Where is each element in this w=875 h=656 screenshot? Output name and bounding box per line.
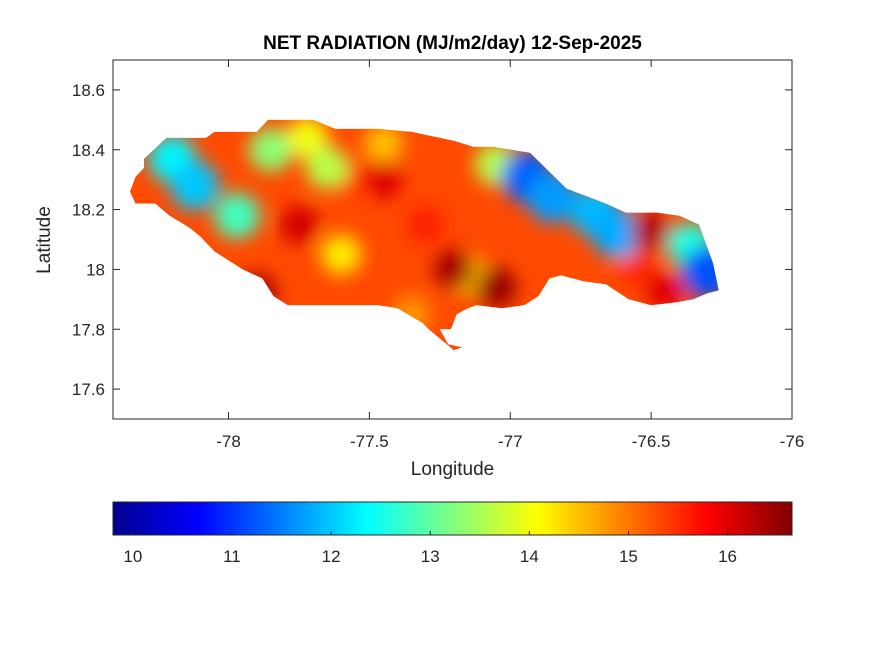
colorbar-tick: 10	[123, 531, 142, 566]
x-axis-label: Longitude	[410, 459, 495, 480]
x-tick: -78	[216, 60, 241, 451]
x-tick-label: -77	[498, 432, 523, 451]
x-tick-label: -77.5	[350, 432, 389, 451]
colorbar-tick: 12	[322, 531, 341, 566]
colorbar-tick-label: 16	[718, 547, 737, 566]
y-axis: 18.6 18.4 18.2 18 17.8 17.6	[72, 81, 792, 399]
y-tick: 18	[86, 260, 792, 279]
colorbar-tick: 11	[223, 531, 241, 566]
heat-spot	[433, 249, 475, 290]
y-tick-label: 18.6	[72, 81, 105, 100]
colorbar-axis: 10 11 12 13 14 15 16	[123, 531, 737, 566]
y-tick-label: 18	[86, 260, 105, 279]
heat-spot	[248, 127, 293, 172]
colorbar-tick: 13	[421, 531, 440, 566]
y-tick-label: 17.8	[72, 320, 105, 339]
y-tick: 17.6	[72, 380, 792, 399]
colorbar-tick-label: 15	[619, 547, 638, 566]
plot-frame	[112, 59, 793, 420]
colorbar-tick-label: 11	[223, 547, 241, 566]
colorbar-tick: 14	[520, 531, 539, 566]
heat-spot	[170, 161, 220, 211]
x-tick: -77.5	[350, 60, 389, 451]
colorbar	[112, 501, 793, 536]
x-tick: -77	[498, 60, 523, 451]
heat-spot	[475, 267, 517, 308]
heat-spot	[631, 210, 672, 251]
chart-title: NET RADIATION (MJ/m2/day) 12-Sep-2025	[263, 33, 642, 54]
y-tick: 18.6	[72, 81, 792, 100]
colorbar-tick-label: 12	[322, 547, 341, 566]
heat-spot	[592, 208, 643, 259]
heat-spot	[407, 205, 445, 244]
y-tick-label: 17.6	[72, 380, 105, 399]
colorbar-tick-label: 13	[421, 547, 440, 566]
y-tick: 18.4	[72, 141, 792, 160]
y-tick-label: 18.2	[72, 201, 105, 220]
heat-spot	[214, 192, 260, 239]
colorbar-tick: 16	[718, 531, 737, 566]
x-tick-label: -76.5	[632, 432, 671, 451]
heat-spot	[279, 204, 319, 245]
x-tick-label: -76	[780, 432, 805, 451]
colorbar-tick-label: 14	[520, 547, 539, 566]
x-tick: -76	[780, 60, 805, 451]
heat-spot	[618, 251, 656, 288]
x-tick-label: -78	[216, 432, 241, 451]
heat-spot	[321, 234, 362, 275]
colorbar-tick: 15	[619, 531, 638, 566]
x-axis: -78 -77.5 -77 -76.5 -76	[216, 60, 804, 451]
heatmap-layer	[129, 119, 719, 351]
heat-spot	[363, 124, 404, 164]
heat-spot	[364, 160, 403, 200]
x-tick: -76.5	[632, 60, 671, 451]
y-tick: 18.2	[72, 201, 792, 220]
heat-spot	[305, 146, 349, 190]
heat-spot	[286, 119, 328, 159]
colorbar-tick-label: 10	[123, 547, 142, 566]
y-tick: 17.8	[72, 320, 792, 339]
y-tick-label: 18.4	[72, 141, 105, 160]
heat-spot	[681, 246, 719, 299]
heat-spot	[645, 271, 685, 310]
